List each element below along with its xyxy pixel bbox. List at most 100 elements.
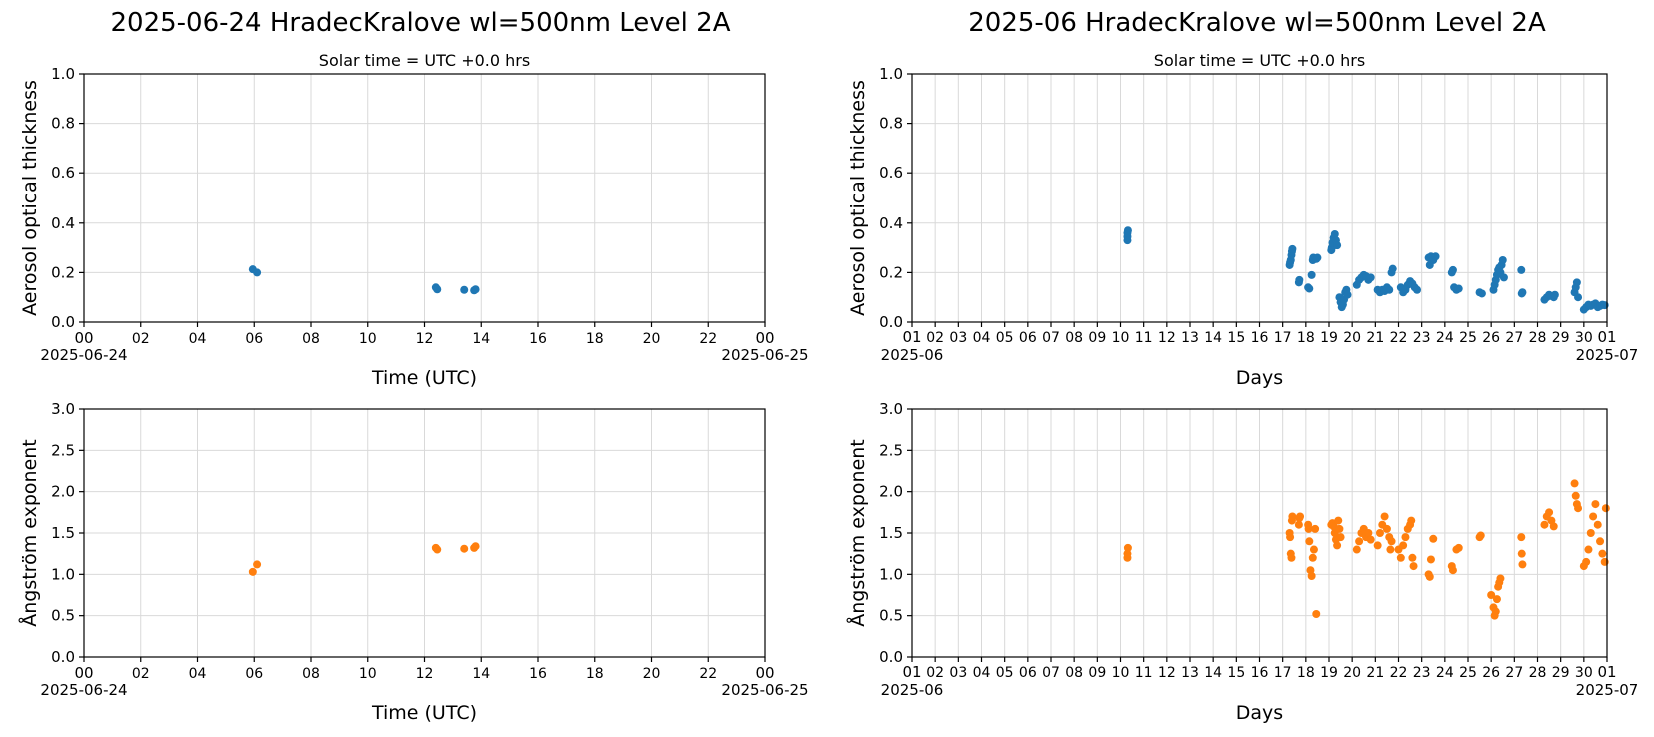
data-point	[1288, 244, 1297, 253]
y-tick-label: 1.0	[51, 565, 75, 583]
x-tick-label: 16	[1251, 665, 1269, 681]
x-tick-label: 25	[1459, 330, 1477, 346]
x-tick-label: 26	[1482, 330, 1500, 346]
end-date-label: 2025-07	[1576, 346, 1639, 364]
y-tick-label: 0.0	[51, 648, 75, 666]
x-tick-label: 06	[245, 331, 263, 347]
x-tick-label: 12	[1158, 330, 1176, 346]
x-tick-label: 17	[1274, 330, 1292, 346]
data-point	[1454, 284, 1463, 293]
y-tick-label: 0.4	[51, 214, 75, 232]
data-point	[1408, 553, 1417, 562]
data-point	[248, 567, 257, 576]
data-point	[1307, 571, 1316, 580]
data-point	[1295, 275, 1304, 284]
y-tick-label: 0.2	[879, 263, 903, 281]
x-tick-label: 17	[1274, 665, 1292, 681]
data-point	[1454, 543, 1463, 552]
x-tick-label: 11	[1135, 665, 1153, 681]
data-point	[1386, 545, 1395, 554]
data-point	[1352, 545, 1361, 554]
x-axis-label: Time (UTC)	[371, 702, 477, 724]
data-point	[1373, 541, 1382, 550]
data-point	[1517, 549, 1526, 558]
data-point	[1382, 524, 1391, 533]
data-point	[1572, 278, 1581, 287]
x-tick-label: 18	[586, 331, 604, 347]
data-point	[1333, 241, 1342, 250]
x-tick-label: 10	[359, 666, 377, 682]
data-point	[1448, 265, 1457, 274]
x-tick-label: 07	[1042, 330, 1060, 346]
y-tick-label: 0.6	[879, 164, 903, 182]
x-tick-label: 22	[1390, 330, 1408, 346]
data-point	[1123, 543, 1132, 552]
data-point	[471, 285, 480, 294]
y-tick-label: 2.5	[51, 441, 75, 459]
x-tick-label: 20	[1343, 330, 1361, 346]
data-point	[1499, 273, 1508, 282]
data-point	[253, 268, 262, 277]
data-point	[1571, 491, 1580, 500]
x-tick-label: 09	[1088, 330, 1106, 346]
data-point	[1296, 512, 1305, 521]
data-point	[1425, 260, 1434, 269]
x-tick-label: 14	[1204, 330, 1222, 346]
data-point	[1518, 560, 1527, 569]
data-point	[1477, 289, 1486, 298]
x-tick-label: 23	[1413, 330, 1431, 346]
data-point	[1540, 520, 1549, 529]
data-point	[1584, 545, 1593, 554]
x-tick-label: 02	[926, 330, 944, 346]
data-point	[433, 545, 442, 554]
x-tick-label: 22	[1390, 665, 1408, 681]
data-point	[1123, 226, 1132, 235]
x-tick-label: 18	[586, 666, 604, 682]
x-tick-label: 19	[1320, 665, 1338, 681]
x-tick-label: 04	[973, 665, 991, 681]
x-tick-label: 00	[755, 329, 774, 347]
end-date-label: 2025-06-25	[721, 681, 808, 699]
data-point	[1312, 610, 1321, 619]
data-point	[1593, 520, 1602, 529]
data-point	[1336, 533, 1345, 542]
data-point	[1550, 290, 1559, 299]
y-axis-label: Aerosol optical thickness	[847, 80, 869, 316]
y-tick-label: 1.0	[51, 65, 75, 83]
y-tick-label: 0.5	[51, 607, 75, 625]
x-tick-label: 04	[189, 666, 207, 682]
data-point	[1286, 533, 1295, 542]
data-point	[1335, 524, 1344, 533]
x-tick-label: 14	[472, 666, 490, 682]
data-point	[1330, 229, 1339, 238]
x-tick-label: 10	[1112, 665, 1130, 681]
y-tick-label: 0.8	[51, 115, 75, 133]
data-point	[1313, 253, 1322, 262]
x-tick-label: 18	[1297, 330, 1315, 346]
data-point	[1305, 537, 1314, 546]
data-point	[1311, 524, 1320, 533]
data-point	[253, 560, 262, 569]
data-point	[1487, 591, 1496, 599]
data-point	[1123, 549, 1132, 558]
monthly-angstrom-chart: 01 02 03 04 05 06 07 08 09 10 11 12 13 14 15 16 17 18 19 20…	[846, 400, 1638, 724]
x-tick-label: 29	[1552, 665, 1570, 681]
y-tick-label: 0.2	[51, 263, 75, 281]
data-point	[1545, 508, 1554, 517]
y-tick-label: 2.0	[879, 483, 903, 501]
x-tick-label: 16	[1251, 330, 1269, 346]
x-tick-label: 06	[1019, 665, 1037, 681]
y-tick-label: 2.0	[51, 483, 75, 501]
x-tick-label: 00	[74, 664, 93, 682]
data-point	[1476, 531, 1485, 540]
x-tick-label: 03	[949, 330, 967, 346]
x-tick-label: 02	[926, 665, 944, 681]
data-point	[1401, 533, 1410, 542]
data-point	[1380, 512, 1389, 521]
x-tick-label: 09	[1088, 665, 1106, 681]
data-point	[1308, 553, 1317, 562]
x-tick-label: 24	[1436, 330, 1454, 346]
data-point	[1425, 572, 1434, 581]
x-tick-label: 22	[699, 666, 717, 682]
